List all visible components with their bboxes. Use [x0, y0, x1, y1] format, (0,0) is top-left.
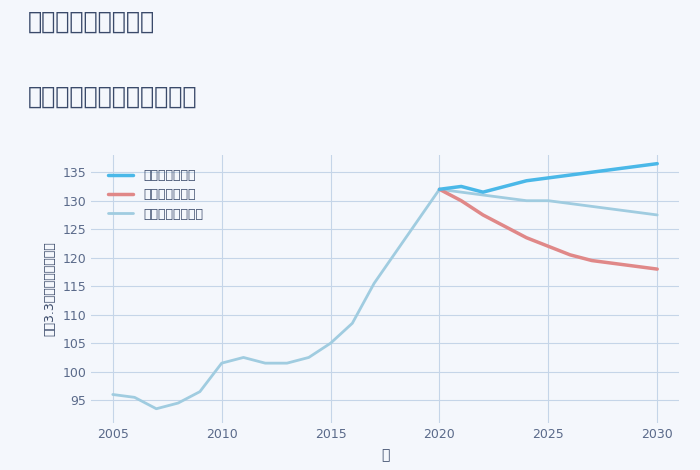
グッドシナリオ	[566, 172, 574, 178]
バッドシナリオ	[522, 235, 531, 241]
ノーマルシナリオ	[435, 187, 444, 192]
グッドシナリオ	[653, 161, 662, 166]
ノーマルシナリオ	[610, 206, 618, 212]
グッドシナリオ	[435, 187, 444, 192]
Legend: グッドシナリオ, バッドシナリオ, ノーマルシナリオ: グッドシナリオ, バッドシナリオ, ノーマルシナリオ	[103, 164, 208, 226]
ノーマルシナリオ	[631, 209, 640, 215]
グッドシナリオ	[522, 178, 531, 184]
グッドシナリオ	[588, 169, 596, 175]
バッドシナリオ	[566, 252, 574, 258]
Line: ノーマルシナリオ: ノーマルシナリオ	[440, 189, 657, 215]
Text: 兵庫県姫路市岡田の: 兵庫県姫路市岡田の	[28, 9, 155, 33]
ノーマルシナリオ	[457, 189, 466, 195]
バッドシナリオ	[457, 198, 466, 204]
ノーマルシナリオ	[479, 192, 487, 198]
ノーマルシナリオ	[544, 198, 552, 204]
バッドシナリオ	[500, 224, 509, 229]
グッドシナリオ	[610, 166, 618, 172]
X-axis label: 年: 年	[381, 448, 389, 462]
ノーマルシナリオ	[522, 198, 531, 204]
グッドシナリオ	[500, 184, 509, 189]
ノーマルシナリオ	[653, 212, 662, 218]
ノーマルシナリオ	[566, 201, 574, 206]
ノーマルシナリオ	[500, 195, 509, 201]
バッドシナリオ	[610, 260, 618, 266]
Y-axis label: 平（3.3㎡）単価（万円）: 平（3.3㎡）単価（万円）	[43, 242, 57, 337]
バッドシナリオ	[588, 258, 596, 263]
グッドシナリオ	[479, 189, 487, 195]
Text: 中古マンションの価格推移: 中古マンションの価格推移	[28, 85, 197, 109]
グッドシナリオ	[631, 164, 640, 169]
Line: グッドシナリオ: グッドシナリオ	[440, 164, 657, 192]
バッドシナリオ	[479, 212, 487, 218]
バッドシナリオ	[435, 187, 444, 192]
バッドシナリオ	[631, 263, 640, 269]
バッドシナリオ	[544, 243, 552, 249]
グッドシナリオ	[544, 175, 552, 181]
Line: バッドシナリオ: バッドシナリオ	[440, 189, 657, 269]
グッドシナリオ	[457, 184, 466, 189]
バッドシナリオ	[653, 266, 662, 272]
ノーマルシナリオ	[588, 204, 596, 209]
